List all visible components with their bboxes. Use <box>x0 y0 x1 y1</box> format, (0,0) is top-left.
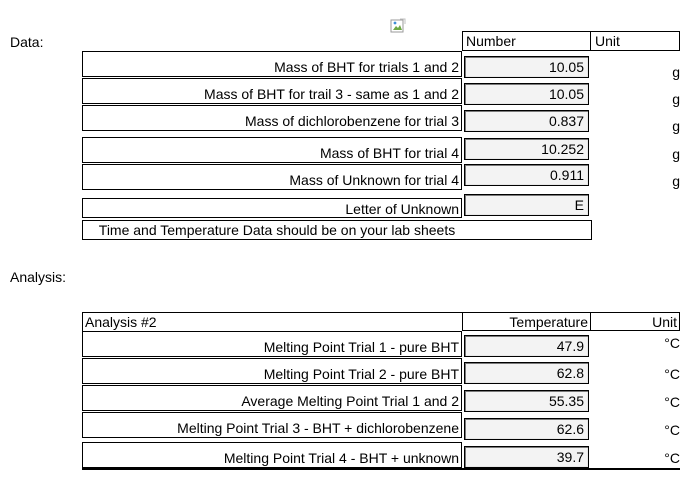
data-row-value[interactable]: 10.05 <box>464 83 589 105</box>
data-row-value[interactable]: 10.05 <box>464 56 589 78</box>
analysis-unit-header: Unit <box>652 314 677 330</box>
data-row-label: Letter of Unknown <box>82 198 462 218</box>
analysis-row-value[interactable]: 62.8 <box>464 362 589 384</box>
analysis-row-unit: °C <box>664 394 680 410</box>
analysis-row-value[interactable]: 55.35 <box>464 390 589 412</box>
data-row-unit: g <box>672 91 680 107</box>
analysis-row-unit: °C <box>664 422 680 438</box>
number-header-cell: Number <box>462 31 591 51</box>
data-row-value[interactable]: 0.837 <box>464 110 589 132</box>
analysis-row-unit: °C <box>664 366 680 382</box>
analysis-section-label: Analysis: <box>10 269 67 285</box>
analysis-row-label: Melting Point Trial 1 - pure BHT <box>82 331 462 357</box>
data-row-unit: g <box>672 146 680 162</box>
unit-header-cell: Unit <box>590 31 680 51</box>
lab-sheets-note: Time and Temperature Data should be on y… <box>82 220 592 240</box>
analysis-row-label: Melting Point Trial 3 - BHT + dichlorobe… <box>82 412 462 438</box>
data-row-unit: g <box>672 64 680 80</box>
analysis-row-value[interactable]: 47.9 <box>464 335 589 357</box>
analysis-unit-header-cell: Unit <box>590 312 680 331</box>
data-row-label: Mass of BHT for trials 1 and 2 <box>82 51 462 77</box>
data-row-value[interactable]: 0.911 <box>464 164 589 186</box>
broken-image-icon <box>390 18 406 33</box>
unit-header: Unit <box>595 33 620 49</box>
temperature-header-cell: Temperature <box>462 312 591 331</box>
analysis-title: Analysis #2 <box>85 314 157 330</box>
data-section-label: Data: <box>10 34 44 50</box>
number-header: Number <box>466 33 516 49</box>
analysis-row-unit: °C <box>664 335 680 351</box>
data-row-label: Mass of BHT for trail 3 - same as 1 and … <box>82 78 462 104</box>
analysis-row-value[interactable]: 62.6 <box>464 418 589 440</box>
data-row-label: Mass of Unknown for trial 4 <box>82 164 462 190</box>
analysis-row-label: Melting Point Trial 4 - BHT + unknown <box>82 442 462 468</box>
data-row-label: Mass of dichlorobenzene for trial 3 <box>82 105 462 131</box>
data-row-value[interactable]: 10.252 <box>464 138 589 160</box>
temperature-header: Temperature <box>509 314 588 330</box>
data-row-unit: g <box>672 173 680 189</box>
analysis-row-unit: °C <box>664 450 680 466</box>
analysis-title-cell: Analysis #2 <box>82 312 462 331</box>
data-row-unit: g <box>672 118 680 134</box>
analysis-row-label: Melting Point Trial 2 - pure BHT <box>82 358 462 384</box>
analysis-table-bottom-border <box>82 468 680 470</box>
analysis-row-label: Average Melting Point Trial 1 and 2 <box>82 385 462 411</box>
data-row-value[interactable]: E <box>464 194 589 216</box>
data-row-label: Mass of BHT for trial 4 <box>82 137 462 163</box>
unit-header-right-border <box>679 31 680 51</box>
analysis-row-value[interactable]: 39.7 <box>464 446 589 468</box>
